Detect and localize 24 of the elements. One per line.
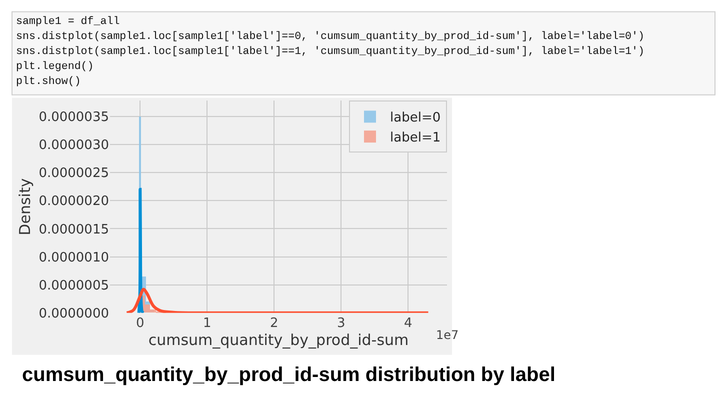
text: sns.distplot(sample1.loc[sample1['label']==0, 'cumsum_quantity_by_prod_id-sum'], label='label=0'): [16, 31, 644, 43]
y-tick-label: 0.0000030: [38, 138, 109, 154]
y-tick-label: 0.0000000: [38, 306, 109, 322]
text: 1e7: [436, 328, 459, 342]
text: sns.distplot(sample1.loc[sample1['label']==1, 'cumsum_quantity_by_prod_id-sum'], label='label=1'): [16, 46, 644, 58]
legend-label: label=1: [390, 130, 441, 146]
x-tick-label: 0: [136, 316, 144, 331]
x-axis-title: cumsum_quantity_by_prod_id-sum: [148, 330, 409, 349]
text: plt.show(): [16, 76, 81, 88]
y-tick-label: 0.0000025: [38, 166, 109, 182]
x-tick-label: 3: [337, 316, 346, 331]
x-tick-label: 4: [404, 316, 412, 331]
y-tick-label: 0.0000005: [38, 278, 109, 294]
y-axis-title: Density: [16, 178, 34, 236]
text: cumsum_quantity_by_prod_id-sum distribution by label: [22, 364, 556, 386]
legend-label: label=0: [390, 110, 441, 126]
y-tick-label: 0.0000035: [38, 110, 109, 125]
text: sample1 = df_all: [16, 16, 120, 28]
text: plt.legend(): [16, 61, 94, 73]
y-tick-label: 0.0000010: [38, 250, 109, 266]
x-tick-label: 2: [270, 316, 278, 331]
x-tick-label: 1: [203, 316, 212, 331]
y-tick-label: 0.0000015: [38, 222, 109, 238]
y-tick-label: 0.0000020: [38, 194, 109, 210]
